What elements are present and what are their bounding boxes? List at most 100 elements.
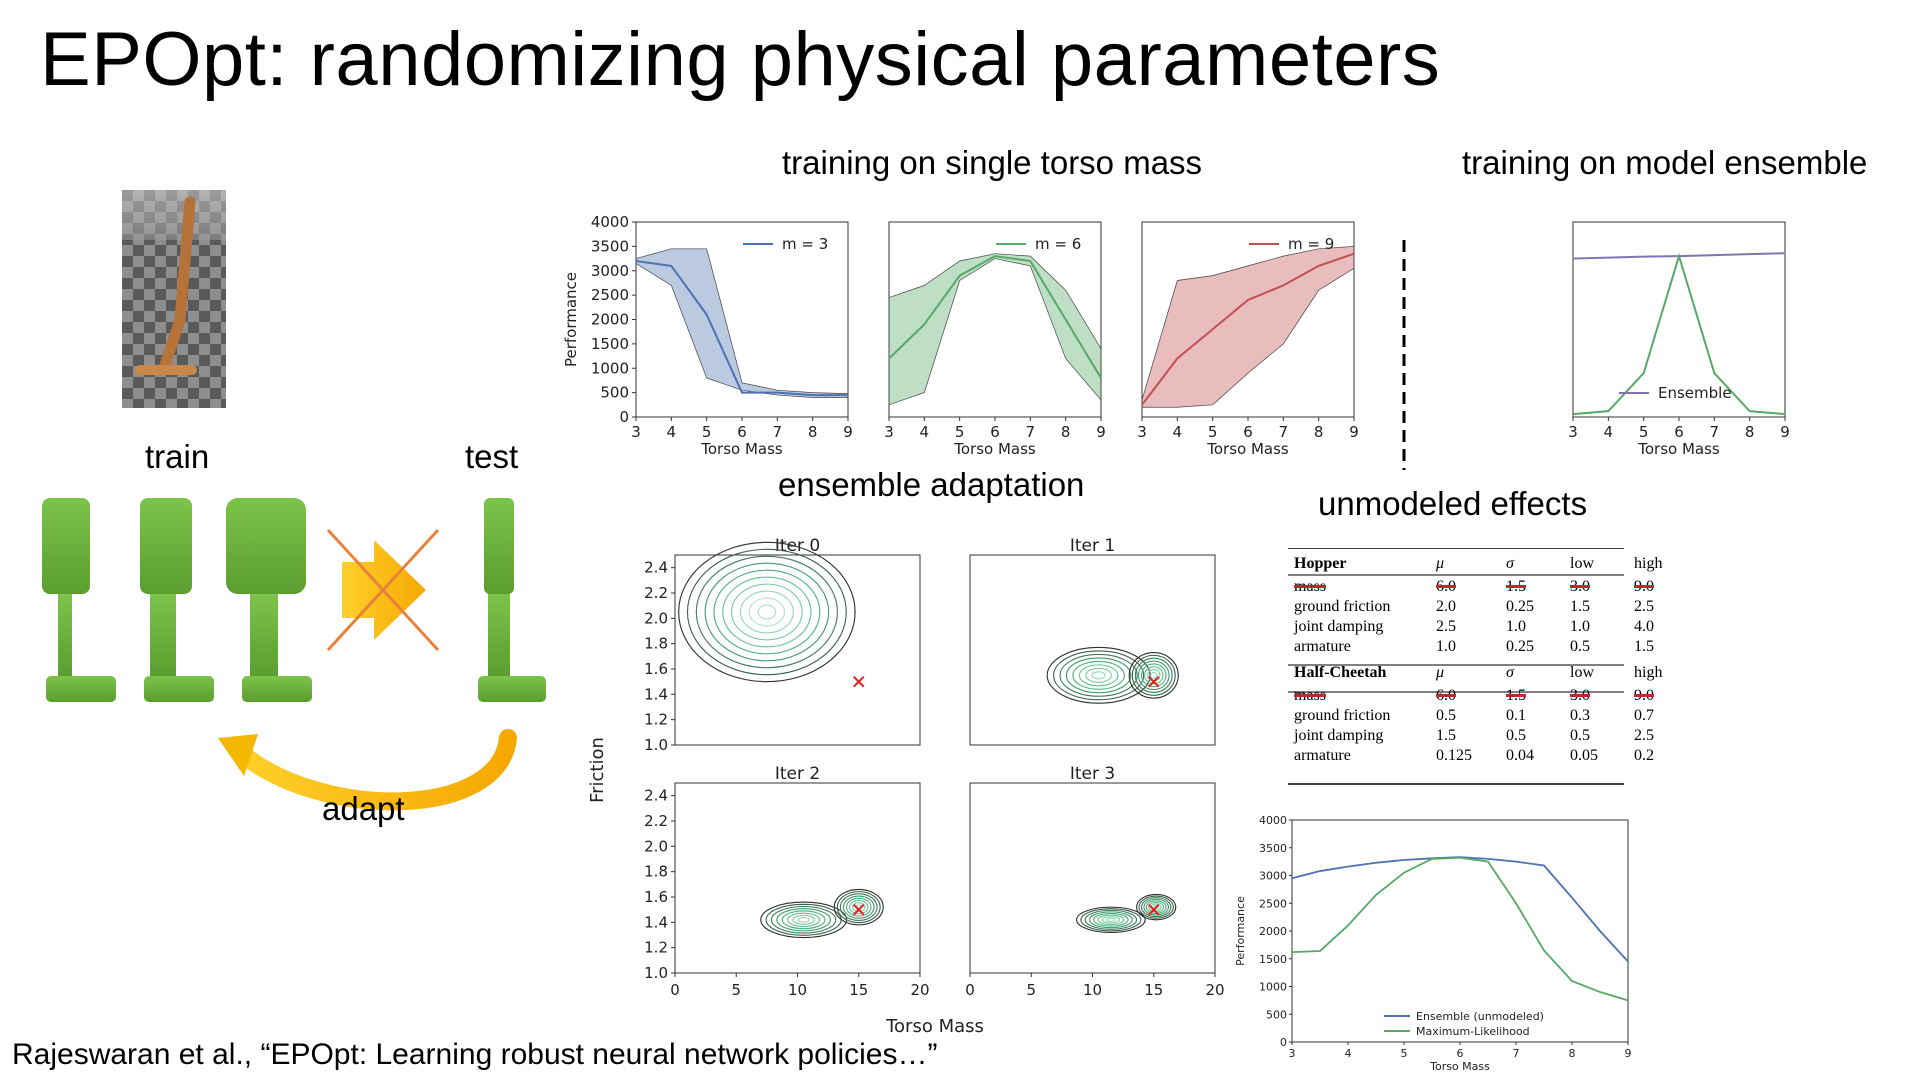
table-cell: ground friction (1294, 598, 1391, 615)
x-tick-label: 7 (1710, 423, 1720, 441)
x-tick-label: 4 (667, 423, 677, 441)
table-cell: 1.5 (1436, 727, 1456, 744)
heading-single-mass: training on single torso mass (782, 144, 1203, 181)
y-tick-label: 1.2 (644, 939, 668, 957)
contour-line (845, 897, 872, 917)
y-axis-label: Performance (1234, 896, 1247, 966)
legend-label: Maximum-Likelihood (1416, 1025, 1530, 1038)
x-tick-label: 5 (1208, 423, 1218, 441)
x-tick-label: 15 (849, 981, 868, 999)
performance-charts: 3 4 5 6 7 8 9 0 500 1000 1500 2000 2500 3000 3500 4000 P… (562, 213, 1790, 458)
legend-label: m = 6 (1035, 235, 1081, 253)
x-tick-label: 5 (1401, 1047, 1408, 1060)
table-cell: 0.05 (1570, 747, 1598, 764)
x-tick-label: 4 (920, 423, 930, 441)
x-tick-label: 8 (1061, 423, 1071, 441)
x-tick-label: 7 (773, 423, 783, 441)
x-tick-label: 20 (910, 981, 929, 999)
x-tick-label: 10 (1083, 981, 1102, 999)
param-table: Hopper μ σ low high mass 6.0 1.5 3.0 9.0 ground fr… (1288, 548, 1682, 766)
table-cell: 1.5 (1634, 638, 1654, 655)
train-label: train (145, 438, 210, 475)
contour-line (1088, 911, 1133, 929)
legend-label: Ensemble (unmodeled) (1416, 1010, 1544, 1023)
plot-frame (674, 782, 921, 974)
contour-line (1059, 653, 1138, 697)
y-tick-label: 1.0 (644, 964, 668, 982)
table-row: armature 1.0 0.25 0.5 1.5 (1288, 637, 1682, 657)
y-tick-label: 2.4 (644, 787, 668, 805)
contour-line (713, 569, 821, 655)
x-axis-label: Torso Mass (953, 440, 1036, 458)
x-tick-label: 9 (1096, 423, 1106, 441)
x-axis-label: Torso Mass (700, 440, 783, 458)
contour-panel-2: Iter 2 1.0 1.2 1.4 1.6 1.8 2.0 2.2 2.4 0 5 10 15 20 (644, 764, 929, 999)
table-cell: 0.5 (1570, 727, 1590, 744)
contour-line (852, 902, 866, 913)
column-header: high (1634, 664, 1663, 681)
x-tick-label: 6 (737, 423, 747, 441)
table-cell: 6.0 (1436, 687, 1456, 704)
x-tick-label: 4 (1173, 423, 1183, 441)
x-tick-label: 8 (1314, 423, 1324, 441)
hopper-render-image (122, 190, 226, 408)
y-tick-label: 3500 (591, 237, 629, 255)
x-tick-label: 5 (731, 981, 741, 999)
table-cell: 1.0 (1436, 638, 1456, 655)
table-cell: joint damping (1294, 618, 1384, 635)
x-tick-label: 8 (1745, 423, 1755, 441)
y-tick-label: 1000 (1259, 981, 1287, 994)
table-cell: 6.0 (1436, 578, 1456, 595)
column-header: μ (1436, 555, 1445, 572)
x-tick-label: 6 (1457, 1047, 1464, 1060)
train-robot-large (226, 498, 312, 702)
x-tick-label: 9 (1625, 1047, 1632, 1060)
contour-line (833, 888, 884, 926)
test-robot (478, 498, 546, 702)
contour-line (1046, 646, 1151, 704)
table-cell: 3.0 (1570, 687, 1590, 704)
series-line-1 (1291, 856, 1629, 1002)
contour-line (1131, 654, 1176, 696)
contour-line (1150, 671, 1158, 679)
contour-panel-1: Iter 1 (969, 536, 1216, 746)
y-tick-label: 0 (1280, 1036, 1287, 1049)
column-header: σ (1506, 555, 1514, 572)
contour-line (1085, 667, 1113, 683)
x-tick-label: 4 (1345, 1047, 1352, 1060)
y-tick-label: 2.2 (644, 584, 668, 602)
x-tick-label: 20 (1205, 981, 1224, 999)
contour-line (836, 891, 881, 924)
contour-line (1137, 660, 1170, 691)
dashed-separator (1402, 240, 1406, 470)
table-cell: 2.5 (1634, 727, 1654, 744)
y-tick-label: 2.4 (644, 559, 668, 577)
series-line-0 (1291, 856, 1629, 963)
panel-title: Iter 1 (1070, 536, 1115, 556)
legend-label: m = 3 (782, 235, 828, 253)
table-cell: 0.5 (1436, 707, 1456, 724)
contour-line (786, 912, 821, 927)
contour-line (792, 914, 815, 925)
unmodeled-effects-chart: 0 500 1000 1500 2000 2500 3000 3500 4000 3 4 5 6 7 8 9 T… (1234, 814, 1632, 1073)
y-tick-label: 2.2 (644, 812, 668, 830)
contour-line (748, 597, 786, 627)
table-row: armature 0.125 0.04 0.05 0.2 (1288, 746, 1682, 766)
table-cell: 1.5 (1506, 578, 1526, 595)
chart-ensemble: 3 4 5 6 7 8 9 Torso Mass Ensemble (1568, 221, 1790, 458)
table-cell: mass (1294, 687, 1326, 704)
y-tick-label: 4000 (1259, 814, 1287, 827)
x-tick-label: 0 (965, 981, 975, 999)
x-tick-label: 0 (670, 981, 680, 999)
y-tick-label: 500 (1266, 1008, 1287, 1021)
y-tick-label: 500 (600, 384, 629, 402)
contour-line (1053, 650, 1145, 701)
table-cell: 9.0 (1634, 687, 1654, 704)
table-cell: 1.5 (1506, 687, 1526, 704)
contour-line (678, 541, 856, 683)
parameter-table: Hopper μ σ low high mass 6.0 1.5 3.0 9.0 ground fr… (1288, 548, 1682, 785)
contour-line (686, 548, 847, 676)
citation: Rajeswaran et al., “EPOpt: Learning robu… (12, 1038, 938, 1071)
y-tick-label: 1000 (591, 359, 629, 377)
table-group-header: Hopper μ σ low high (1288, 548, 1682, 577)
